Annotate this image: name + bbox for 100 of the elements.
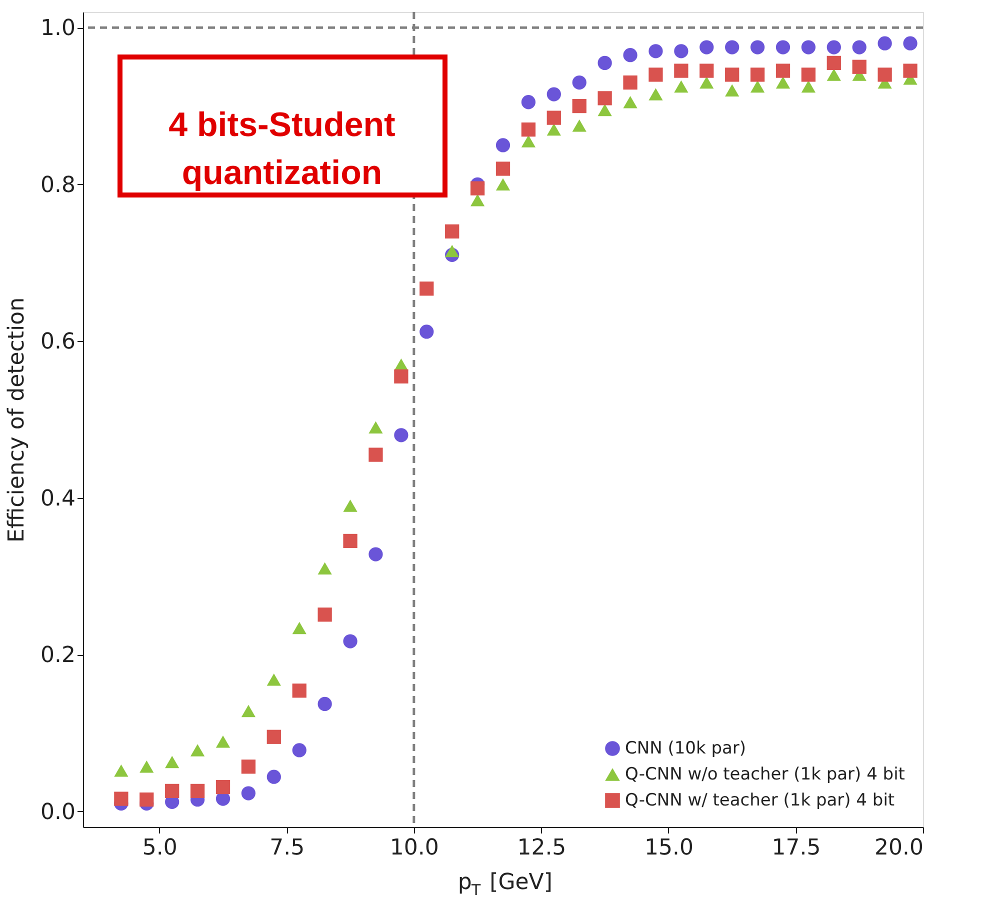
point — [878, 36, 892, 50]
point — [368, 448, 383, 462]
point — [368, 547, 383, 562]
point — [216, 780, 230, 794]
point — [598, 91, 612, 106]
point — [623, 48, 638, 62]
point — [700, 64, 714, 78]
point — [903, 36, 918, 50]
y-tick-label: 0.8 — [40, 172, 76, 198]
point — [725, 84, 740, 96]
legend-label: CNN (10k par) — [625, 738, 746, 758]
point — [292, 684, 306, 698]
point — [241, 760, 256, 774]
point — [725, 68, 740, 82]
point — [165, 784, 180, 798]
y-tick-label: 0.4 — [40, 486, 76, 512]
point — [750, 80, 765, 93]
point — [572, 98, 586, 114]
x-tick-label: 17.5 — [772, 836, 821, 860]
point — [318, 608, 332, 622]
point — [572, 75, 586, 90]
point — [700, 40, 714, 54]
point — [674, 64, 688, 78]
point — [394, 428, 408, 442]
point — [623, 96, 638, 108]
point — [470, 181, 485, 196]
point — [623, 75, 638, 90]
point — [572, 120, 586, 132]
point — [318, 562, 332, 575]
point — [343, 534, 358, 548]
x-tick-label: 15.0 — [644, 836, 694, 860]
point — [496, 162, 510, 176]
y-tick-label: 0.6 — [40, 330, 76, 355]
point — [700, 76, 714, 89]
point — [190, 744, 205, 756]
point — [598, 104, 612, 116]
point — [420, 324, 434, 339]
point — [776, 40, 790, 54]
y-tick-label: 0.2 — [40, 643, 76, 668]
x-tick-label: 12.5 — [517, 836, 566, 860]
point — [445, 244, 460, 258]
point — [470, 194, 485, 206]
point — [648, 44, 663, 58]
point — [318, 696, 332, 712]
point — [725, 40, 740, 54]
point — [292, 622, 306, 634]
point — [343, 500, 358, 512]
point — [878, 68, 892, 82]
x-tick-label: 7.5 — [270, 836, 305, 860]
point — [241, 786, 256, 800]
point — [852, 40, 866, 54]
point — [852, 60, 866, 74]
point — [368, 421, 383, 434]
point — [114, 764, 128, 777]
point — [140, 792, 154, 807]
point — [546, 110, 561, 125]
point — [521, 122, 536, 137]
point — [343, 634, 358, 648]
point — [266, 770, 281, 784]
point — [776, 64, 790, 78]
point — [776, 76, 790, 89]
point — [216, 735, 230, 748]
point — [292, 743, 306, 758]
point — [546, 87, 561, 102]
point — [546, 123, 561, 136]
point — [648, 68, 663, 82]
y-axis-title: Efficiency of detection — [4, 297, 30, 543]
annotation: 4 bits-Student quantization — [168, 106, 396, 192]
point — [165, 756, 180, 768]
point — [750, 40, 765, 54]
point — [496, 138, 510, 152]
legend-label: Q-CNN w/ teacher (1k par) 4 bit — [625, 790, 895, 810]
point — [903, 64, 918, 78]
point — [521, 135, 536, 148]
point — [266, 674, 281, 686]
y-tick-label: 0.0 — [40, 800, 76, 825]
point — [598, 56, 612, 70]
point — [114, 792, 128, 806]
point — [826, 68, 841, 81]
point — [648, 88, 663, 100]
point — [394, 369, 408, 384]
point — [445, 224, 460, 238]
legend-label: Q-CNN w/o teacher (1k par) 4 bit — [625, 764, 906, 784]
x-tick-label: 5.0 — [142, 836, 178, 860]
point — [826, 56, 841, 70]
point — [801, 40, 816, 54]
point — [521, 95, 536, 110]
point — [801, 68, 816, 82]
point — [241, 704, 256, 718]
point — [140, 760, 154, 773]
y-tick-label: 1.0 — [40, 16, 76, 42]
point — [496, 178, 510, 191]
point — [674, 80, 688, 93]
x-tick-label: 10.0 — [390, 836, 439, 860]
point — [420, 282, 434, 296]
point — [190, 784, 205, 798]
point — [801, 80, 816, 93]
x-tick-label: 20.0 — [874, 836, 924, 860]
point — [674, 44, 688, 58]
point — [266, 730, 281, 744]
